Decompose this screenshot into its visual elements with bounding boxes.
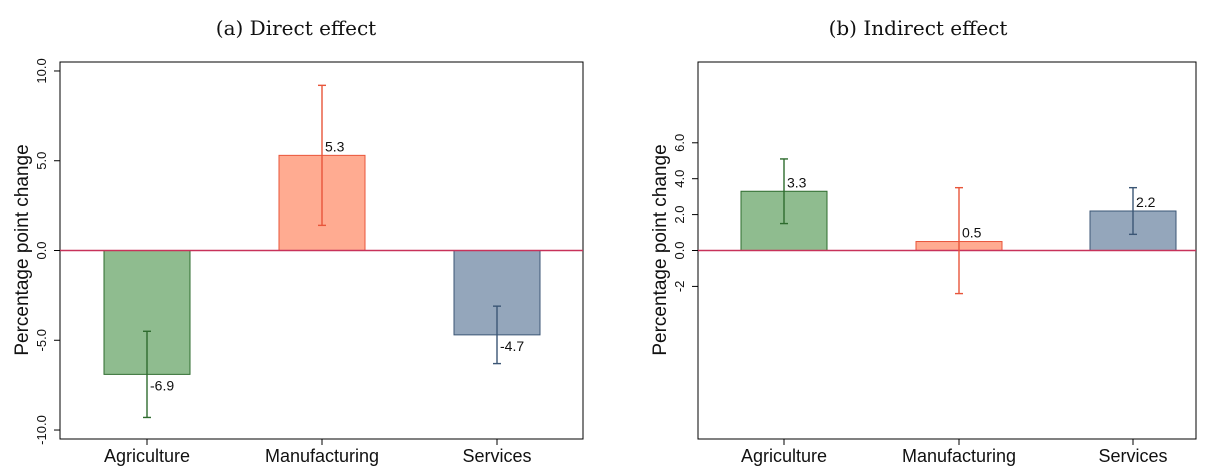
data-label: 0.5 [962,225,982,241]
y-axis-label: Percentage point change [12,144,33,355]
y-tick-label: 0.0 [672,241,687,259]
data-labels: 3.3 0.5 2.2 [787,174,1156,240]
y-tick-label: -10.0 [34,415,49,445]
x-tick-label: Agriculture [741,446,827,466]
y-tick-label: 10.0 [34,58,49,83]
bars [103,154,541,375]
panel-indirect-effect: (b) Indirect effect Percentage point cha… [650,16,1197,466]
y-tick-label: 6.0 [672,134,687,152]
x-axis: Agriculture Manufacturing Services [104,439,532,466]
y-tick-label: 4.0 [672,170,687,188]
y-tick-label: 5.0 [34,152,49,170]
x-axis: Agriculture Manufacturing Services [741,439,1168,466]
y-tick-label: -5.0 [34,329,49,351]
data-label: 3.3 [787,174,807,190]
y-axis-label: Percentage point change [650,144,671,355]
data-labels: -6.9 5.3 -4.7 [150,138,524,393]
y-tick-label: 0.0 [34,241,49,259]
panel-direct-effect: (a) Direct effect Percentage point chang… [12,16,584,466]
data-label: 5.3 [325,138,345,154]
x-tick-label: Manufacturing [902,446,1016,466]
chart-title: (b) Indirect effect [829,16,1008,40]
y-tick-label: -2 [672,281,687,293]
y-axis: -2 0.0 2.0 4.0 6.0 [672,134,698,292]
chart-title: (a) Direct effect [216,16,376,40]
data-label: 2.2 [1136,194,1156,210]
x-tick-label: Manufacturing [265,446,379,466]
y-axis: -10.0 -5.0 0.0 5.0 10.0 [34,58,60,445]
y-tick-label: 2.0 [672,206,687,224]
data-label: -6.9 [150,377,174,393]
x-tick-label: Services [1098,446,1167,466]
error-bars [780,158,1137,295]
error-bars [143,84,501,419]
x-tick-label: Agriculture [104,446,190,466]
data-label: -4.7 [500,338,524,354]
x-tick-label: Services [462,446,531,466]
